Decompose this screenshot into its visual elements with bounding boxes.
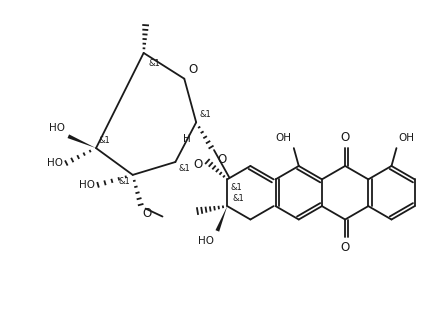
Text: &1: &1 bbox=[232, 194, 243, 203]
Text: &1: &1 bbox=[98, 136, 109, 145]
Text: &1: &1 bbox=[199, 110, 210, 119]
Text: &1: &1 bbox=[148, 59, 160, 68]
Polygon shape bbox=[215, 206, 227, 232]
Text: HO: HO bbox=[49, 123, 65, 133]
Text: O: O bbox=[188, 63, 197, 76]
Text: O: O bbox=[340, 241, 349, 254]
Text: O: O bbox=[340, 131, 349, 144]
Text: &1: &1 bbox=[118, 177, 129, 186]
Text: OH: OH bbox=[398, 133, 414, 143]
Text: HO: HO bbox=[79, 180, 95, 190]
Text: H: H bbox=[183, 134, 191, 144]
Text: O: O bbox=[217, 153, 226, 166]
Polygon shape bbox=[67, 134, 96, 148]
Text: OH: OH bbox=[275, 133, 291, 143]
Text: O: O bbox=[142, 207, 151, 220]
Text: O: O bbox=[193, 158, 202, 171]
Text: &1: &1 bbox=[178, 164, 190, 173]
Text: HO: HO bbox=[47, 158, 63, 168]
Text: HO: HO bbox=[198, 236, 214, 246]
Text: &1: &1 bbox=[230, 183, 241, 192]
